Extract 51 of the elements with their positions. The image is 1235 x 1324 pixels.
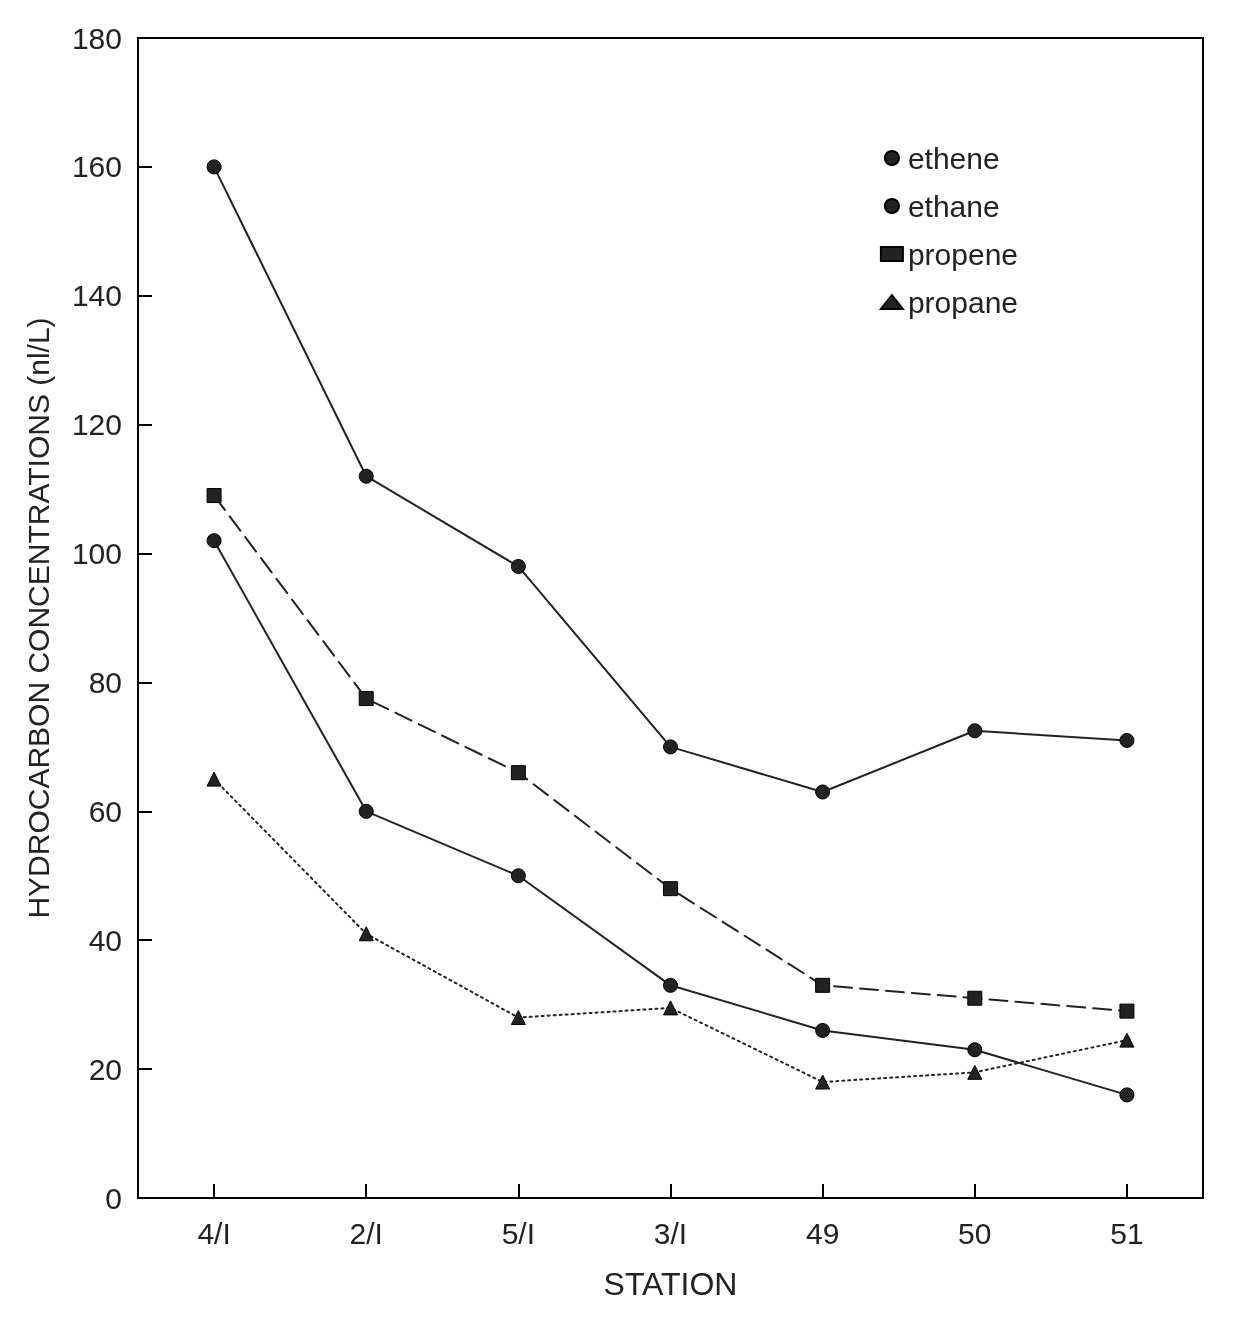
- point: [663, 739, 678, 755]
- x-axis-title: STATION: [603, 1266, 738, 1302]
- point: [510, 765, 526, 781]
- point: [1119, 1087, 1135, 1103]
- legend-label: ethane: [907, 189, 1000, 223]
- point: [206, 159, 222, 175]
- point: [206, 533, 222, 549]
- point: [510, 868, 526, 884]
- point: [663, 1000, 678, 1016]
- point: [815, 1074, 831, 1090]
- x-tick-label: 2/I: [349, 1216, 383, 1250]
- legend-label: ethene: [907, 141, 1000, 175]
- point: [1119, 1003, 1135, 1019]
- point: [358, 468, 374, 484]
- point: [967, 723, 983, 739]
- legend-label: propane: [907, 285, 1019, 319]
- x-tick-label: 5/I: [501, 1216, 536, 1250]
- y-tick-label: 160: [71, 150, 122, 184]
- legend-label: propene: [907, 237, 1019, 271]
- point: [1119, 1032, 1135, 1048]
- y-tick-label: 60: [88, 794, 122, 828]
- point: [663, 977, 678, 993]
- y-tick-label: 80: [88, 665, 122, 699]
- point: [510, 558, 526, 574]
- y-tick-label: 180: [71, 21, 122, 55]
- point: [967, 1064, 983, 1080]
- x-tick-label: 49: [805, 1216, 840, 1250]
- point: [358, 926, 374, 942]
- point: [358, 803, 374, 819]
- point: [510, 1010, 526, 1026]
- point: [815, 977, 831, 993]
- x-tick-label: 3/I: [653, 1216, 688, 1250]
- x-tick-label: 50: [958, 1216, 992, 1250]
- y-tick-label: 0: [105, 1181, 122, 1215]
- y-tick-label: 140: [71, 279, 122, 313]
- y-axis-title: HYDROCARBON CONCENTRATIONS (nl/L): [21, 317, 55, 919]
- point: [663, 881, 678, 897]
- point: [815, 784, 831, 800]
- point: [815, 1022, 831, 1038]
- y-tick-label: 20: [88, 1052, 122, 1086]
- point: [1119, 732, 1135, 748]
- point: [967, 1042, 983, 1058]
- x-tick-label: 51: [1110, 1216, 1144, 1250]
- y-tick-label: 120: [71, 408, 122, 442]
- y-tick-label: 100: [71, 537, 122, 571]
- point: [358, 691, 374, 707]
- point: [206, 488, 222, 504]
- y-tick-label: 40: [88, 923, 122, 957]
- x-tick-label: 4/I: [197, 1216, 231, 1250]
- point: [967, 990, 983, 1006]
- point: [206, 771, 222, 787]
